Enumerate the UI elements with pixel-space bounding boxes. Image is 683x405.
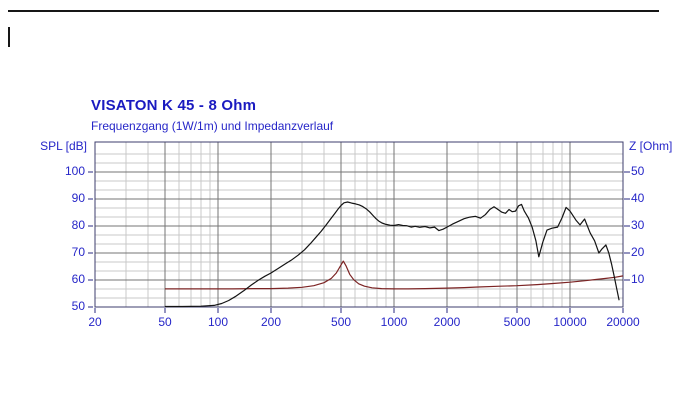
x-axis-tick-label: 10000 [553,315,587,329]
frame-top-line [8,10,659,12]
y-right-tick-label: 20 [631,245,645,259]
y-right-tick-label: 50 [631,164,645,178]
x-axis-tick-label: 20000 [606,315,640,329]
x-axis-tick-label: 2000 [433,315,461,329]
y-right-axis-label: Z [Ohm] [629,139,673,153]
spl-curve [165,201,620,308]
x-axis-tick-label: 100 [208,315,229,329]
impedance-curve [165,260,624,290]
y-left-axis-label: SPL [dB] [40,139,87,153]
y-left-tick-label: 60 [71,272,85,286]
y-left-tick-label: 100 [64,164,85,178]
x-axis-tick-label: 500 [331,315,352,329]
y-right-tick-label: 30 [631,218,645,232]
x-axis-tick-label: 20 [88,315,102,329]
chart-title: VISATON K 45 - 8 Ohm [91,97,257,114]
x-axis-tick-label: 5000 [503,315,531,329]
x-axis-tick-label: 1000 [380,315,408,329]
y-left-tick-label: 50 [71,299,85,313]
plot-border [94,141,624,308]
y-right-tick-label: 10 [631,272,645,286]
chart-subtitle: Frequenzgang (1W/1m) und Impedanzverlauf [91,119,334,133]
y-left-tick-label: 90 [71,191,85,205]
frame-left-mark [8,27,10,47]
y-left-tick-label: 80 [71,218,85,232]
x-axis-tick-label: 200 [260,315,282,329]
x-axis-tick-label: 50 [158,315,172,329]
y-left-tick-label: 70 [71,245,85,259]
y-right-tick-label: 40 [631,191,645,205]
